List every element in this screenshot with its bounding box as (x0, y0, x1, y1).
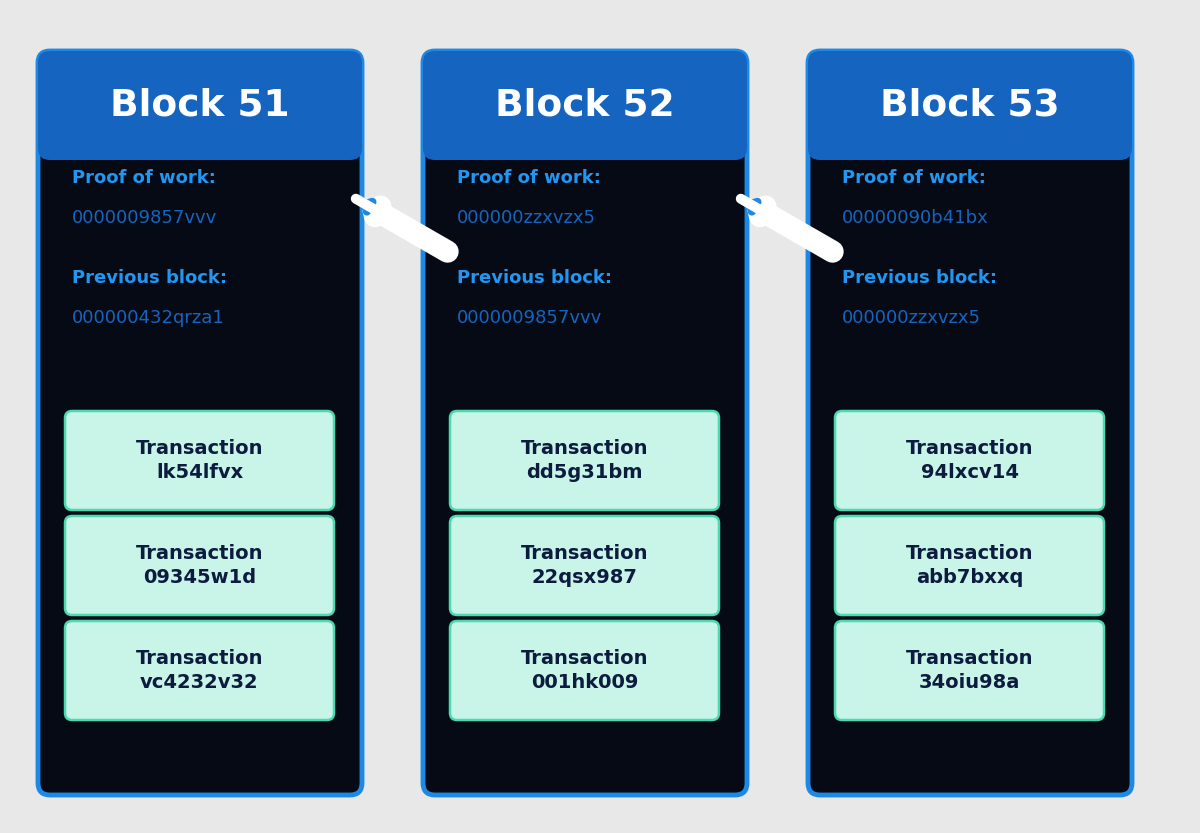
Text: Proof of work:: Proof of work: (72, 169, 216, 187)
Text: 000000zzxvzx5: 000000zzxvzx5 (842, 309, 982, 327)
Text: Block 51: Block 51 (110, 87, 290, 123)
Bar (820, 110, 1120, 148)
FancyBboxPatch shape (835, 516, 1104, 615)
Text: Previous block:: Previous block: (842, 269, 997, 287)
Text: 000000zzxvzx5: 000000zzxvzx5 (457, 209, 596, 227)
Text: 000000432qrza1: 000000432qrza1 (72, 309, 224, 327)
Text: Transaction
34oiu98a: Transaction 34oiu98a (906, 649, 1033, 692)
Text: 00000090b41bx: 00000090b41bx (842, 209, 989, 227)
FancyBboxPatch shape (65, 516, 334, 615)
Text: Transaction
dd5g31bm: Transaction dd5g31bm (521, 439, 648, 482)
FancyBboxPatch shape (808, 51, 1132, 795)
Text: Previous block:: Previous block: (457, 269, 612, 287)
FancyBboxPatch shape (450, 621, 719, 720)
Text: Transaction
001hk009: Transaction 001hk009 (521, 649, 648, 692)
FancyBboxPatch shape (450, 516, 719, 615)
Text: Transaction
vc4232v32: Transaction vc4232v32 (136, 649, 263, 692)
Text: 0000009857vvv: 0000009857vvv (72, 209, 217, 227)
Text: Previous block:: Previous block: (72, 269, 227, 287)
Text: Proof of work:: Proof of work: (842, 169, 986, 187)
Text: Transaction
09345w1d: Transaction 09345w1d (136, 544, 263, 587)
FancyBboxPatch shape (422, 51, 746, 795)
Text: Block 53: Block 53 (880, 87, 1060, 123)
Bar (434, 110, 734, 148)
FancyBboxPatch shape (65, 411, 334, 510)
Text: Proof of work:: Proof of work: (457, 169, 601, 187)
Bar (50, 110, 350, 148)
FancyBboxPatch shape (422, 51, 746, 160)
Text: Transaction
lk54lfvx: Transaction lk54lfvx (136, 439, 263, 482)
Text: Transaction
94lxcv14: Transaction 94lxcv14 (906, 439, 1033, 482)
Text: Transaction
22qsx987: Transaction 22qsx987 (521, 544, 648, 587)
FancyBboxPatch shape (38, 51, 362, 160)
Text: Transaction
abb7bxxq: Transaction abb7bxxq (906, 544, 1033, 587)
Text: Block 52: Block 52 (496, 87, 674, 123)
FancyBboxPatch shape (835, 621, 1104, 720)
FancyBboxPatch shape (65, 621, 334, 720)
FancyBboxPatch shape (808, 51, 1132, 160)
FancyBboxPatch shape (835, 411, 1104, 510)
FancyBboxPatch shape (450, 411, 719, 510)
FancyBboxPatch shape (38, 51, 362, 795)
Text: 0000009857vvv: 0000009857vvv (457, 309, 602, 327)
